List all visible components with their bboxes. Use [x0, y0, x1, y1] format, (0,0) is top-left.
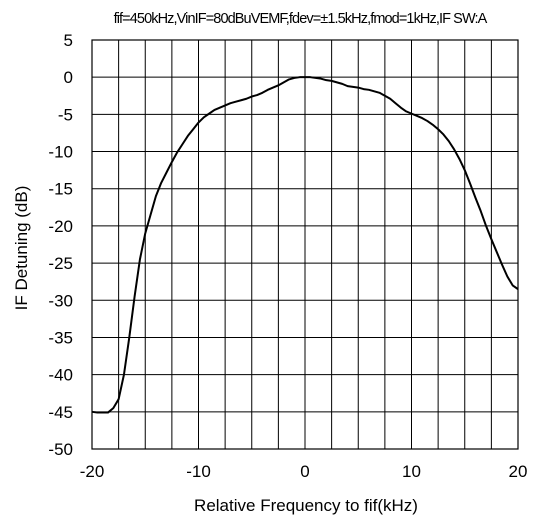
plot-frame: [91, 39, 519, 450]
x-tick-label: 10: [402, 462, 421, 481]
y-tick-label: -10: [48, 143, 73, 162]
x-tick-label: 0: [300, 462, 309, 481]
y-tick-label: -30: [48, 291, 73, 310]
y-tick-label: -15: [48, 180, 73, 199]
tick-labels: 5 0 -5 -10 -15 -20 -25 -30 -35 -40 -45 -50 -20 -10 0 10…: [48, 31, 527, 481]
y-tick-label: -35: [48, 328, 73, 347]
y-tick-label: -40: [48, 366, 73, 385]
y-tick-label: 5: [64, 31, 73, 50]
y-tick-label: -20: [48, 217, 73, 236]
y-tick-label: -45: [48, 403, 73, 422]
x-tick-label: -20: [80, 462, 105, 481]
y-tick-label: -50: [48, 440, 73, 459]
grid: [92, 40, 518, 449]
y-tick-label: -25: [48, 254, 73, 273]
x-axis-label: Relative Frequency to fif(kHz): [194, 496, 418, 515]
x-tick-label: 20: [509, 462, 528, 481]
series-line: [91, 76, 519, 414]
x-tick-label: -10: [186, 462, 211, 481]
y-tick-label: -5: [58, 105, 73, 124]
y-tick-label: 0: [64, 68, 73, 87]
y-axis-label: IF Detuning (dB): [12, 186, 31, 311]
chart-title: fif=450kHz,VinIF=80dBuVEMF,fdev=±1.5kHz,…: [114, 11, 488, 27]
